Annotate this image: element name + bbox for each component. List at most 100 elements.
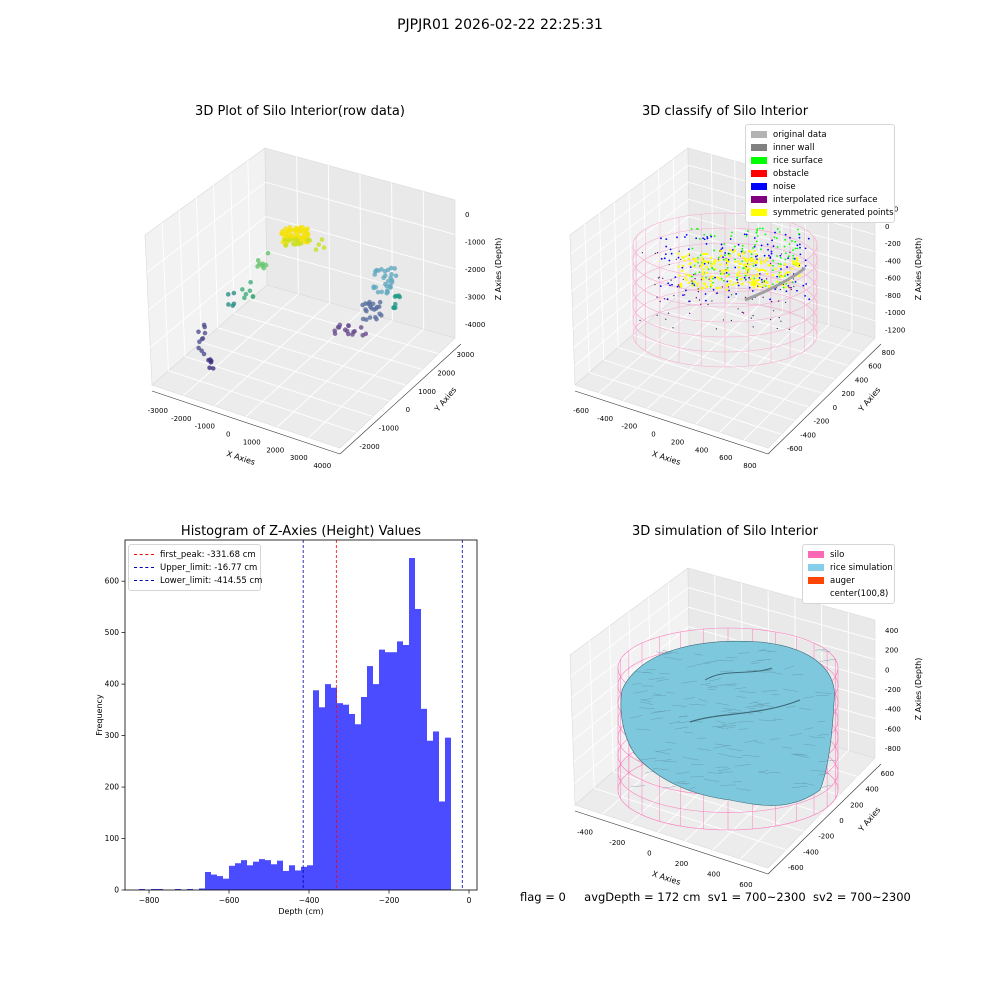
histogram-bar bbox=[235, 863, 241, 890]
histogram-bar bbox=[343, 704, 349, 890]
histogram-bar bbox=[307, 865, 313, 890]
legend-label: obstacle bbox=[773, 168, 809, 179]
raw-xtick: -3000 bbox=[148, 407, 168, 415]
raw-ytick: 0 bbox=[406, 406, 410, 414]
raw-ytick: 3000 bbox=[457, 351, 475, 359]
raw-ytick: 2000 bbox=[437, 370, 455, 378]
histogram-bar bbox=[385, 652, 391, 890]
cls-xtick: 200 bbox=[671, 438, 684, 446]
legend-label: Upper_limit: -16.77 cm bbox=[160, 562, 258, 573]
legend-label: first_peak: -331.68 cm bbox=[160, 549, 256, 560]
histogram-bar bbox=[217, 876, 223, 890]
legend-label: Lower_limit: -414.55 cm bbox=[160, 575, 263, 586]
histogram-bar bbox=[277, 860, 283, 890]
histogram-bar bbox=[229, 865, 235, 890]
histogram-xtick: 0 bbox=[467, 896, 472, 905]
raw-xtick: 2000 bbox=[266, 446, 284, 454]
histogram-bar bbox=[289, 865, 295, 890]
cls-ztick: 0 bbox=[885, 223, 889, 231]
cls-ytick: 800 bbox=[882, 349, 895, 357]
histogram-bar bbox=[151, 888, 163, 890]
histogram-bar bbox=[427, 740, 433, 890]
sim-ztick: -400 bbox=[885, 706, 901, 714]
raw-ztick: -4000 bbox=[465, 321, 485, 329]
legend-label: silo bbox=[830, 549, 845, 560]
legend-line bbox=[134, 554, 154, 555]
footer-avg-depth: avgDepth = 172 cm bbox=[584, 890, 701, 904]
legend-swatch bbox=[751, 157, 767, 164]
cls-xtick: 600 bbox=[719, 454, 732, 462]
sim-xtick: 200 bbox=[675, 860, 688, 868]
legend-label: inner wall bbox=[773, 142, 815, 153]
cls-ytick: 600 bbox=[868, 363, 881, 371]
simulation-legend: silo rice simulation auger center(100,8) bbox=[802, 544, 895, 604]
panel-classify-title: 3D classify of Silo Interior bbox=[641, 104, 809, 119]
histogram-bar bbox=[271, 864, 277, 890]
legend-swatch bbox=[751, 196, 767, 203]
histogram-ytick: 600 bbox=[105, 577, 120, 586]
legend-swatch bbox=[751, 183, 767, 190]
legend-swatch bbox=[751, 209, 767, 216]
cls-ztick: -400 bbox=[885, 257, 901, 265]
histogram-bar bbox=[439, 801, 445, 890]
histogram-bar bbox=[331, 687, 337, 890]
histogram-bar bbox=[199, 888, 205, 890]
sim-ytick: -400 bbox=[803, 848, 819, 856]
histogram-bar bbox=[361, 696, 367, 890]
cls-ytick: 400 bbox=[855, 376, 868, 384]
sim-ylabel: Y Axies bbox=[856, 805, 882, 834]
histogram-bar bbox=[313, 690, 319, 890]
histogram-bar bbox=[373, 684, 379, 890]
sim-xlabel: X Axies bbox=[651, 869, 682, 887]
sim-zlabel: Z Axies (Depth) bbox=[914, 658, 923, 721]
classify-legend: original data inner wall rice surface obsta… bbox=[745, 124, 895, 223]
sim-ztick: -600 bbox=[885, 725, 901, 733]
legend-swatch bbox=[808, 564, 824, 571]
histogram-bar bbox=[175, 888, 181, 890]
cls-xtick: 400 bbox=[695, 446, 708, 454]
histogram-bar bbox=[247, 865, 253, 890]
histogram-bar bbox=[367, 666, 373, 890]
raw-xtick: 0 bbox=[226, 431, 230, 439]
histogram-bar bbox=[301, 866, 307, 890]
simulation-legend-entry: silo bbox=[808, 548, 889, 561]
sim-ztick: 0 bbox=[885, 666, 889, 674]
raw-ytick: -2000 bbox=[359, 443, 379, 451]
sim-xtick: 600 bbox=[739, 881, 752, 889]
legend-swatch bbox=[751, 131, 767, 138]
simulation-legend-entry: auger bbox=[808, 574, 889, 587]
histogram-bar bbox=[187, 888, 193, 890]
histogram-bar bbox=[397, 641, 403, 890]
histogram-bar bbox=[241, 860, 247, 890]
histogram-bar bbox=[391, 652, 397, 890]
figure-suptitle: PJPJR01 2026-02-22 22:25:31 bbox=[397, 17, 603, 33]
cls-xtick: -400 bbox=[597, 415, 613, 423]
cls-ytick: 0 bbox=[833, 404, 837, 412]
histogram-bar bbox=[409, 558, 415, 890]
histogram-title: Histogram of Z-Axies (Height) Values bbox=[180, 524, 422, 539]
legend-label: rice simulation bbox=[830, 562, 893, 573]
cls-ztick: -600 bbox=[885, 275, 901, 283]
cls-ztick: -200 bbox=[885, 240, 901, 248]
legend-label: interpolated rice surface bbox=[773, 194, 878, 205]
legend-line bbox=[134, 567, 154, 568]
cls-ztick: -1200 bbox=[885, 326, 905, 334]
cls-ztick: -1000 bbox=[885, 309, 905, 317]
histogram-bar bbox=[325, 684, 331, 890]
cls-xtick: -200 bbox=[621, 423, 637, 431]
cls-ytick: -200 bbox=[813, 418, 829, 426]
raw-xtick: 4000 bbox=[313, 462, 331, 470]
histogram-xtick: −800 bbox=[139, 896, 160, 905]
sim-ytick: -200 bbox=[818, 833, 834, 841]
classify-legend-entry: interpolated rice surface bbox=[751, 193, 889, 206]
histogram-bar bbox=[349, 713, 355, 890]
histogram-bar bbox=[295, 870, 301, 890]
classify-legend-entry: original data bbox=[751, 128, 889, 141]
cls-ytick: -400 bbox=[800, 431, 816, 439]
histogram-bar bbox=[139, 888, 145, 890]
histogram-bar bbox=[403, 645, 409, 890]
sim-ytick: 0 bbox=[839, 817, 843, 825]
sim-ztick: 200 bbox=[885, 647, 898, 655]
